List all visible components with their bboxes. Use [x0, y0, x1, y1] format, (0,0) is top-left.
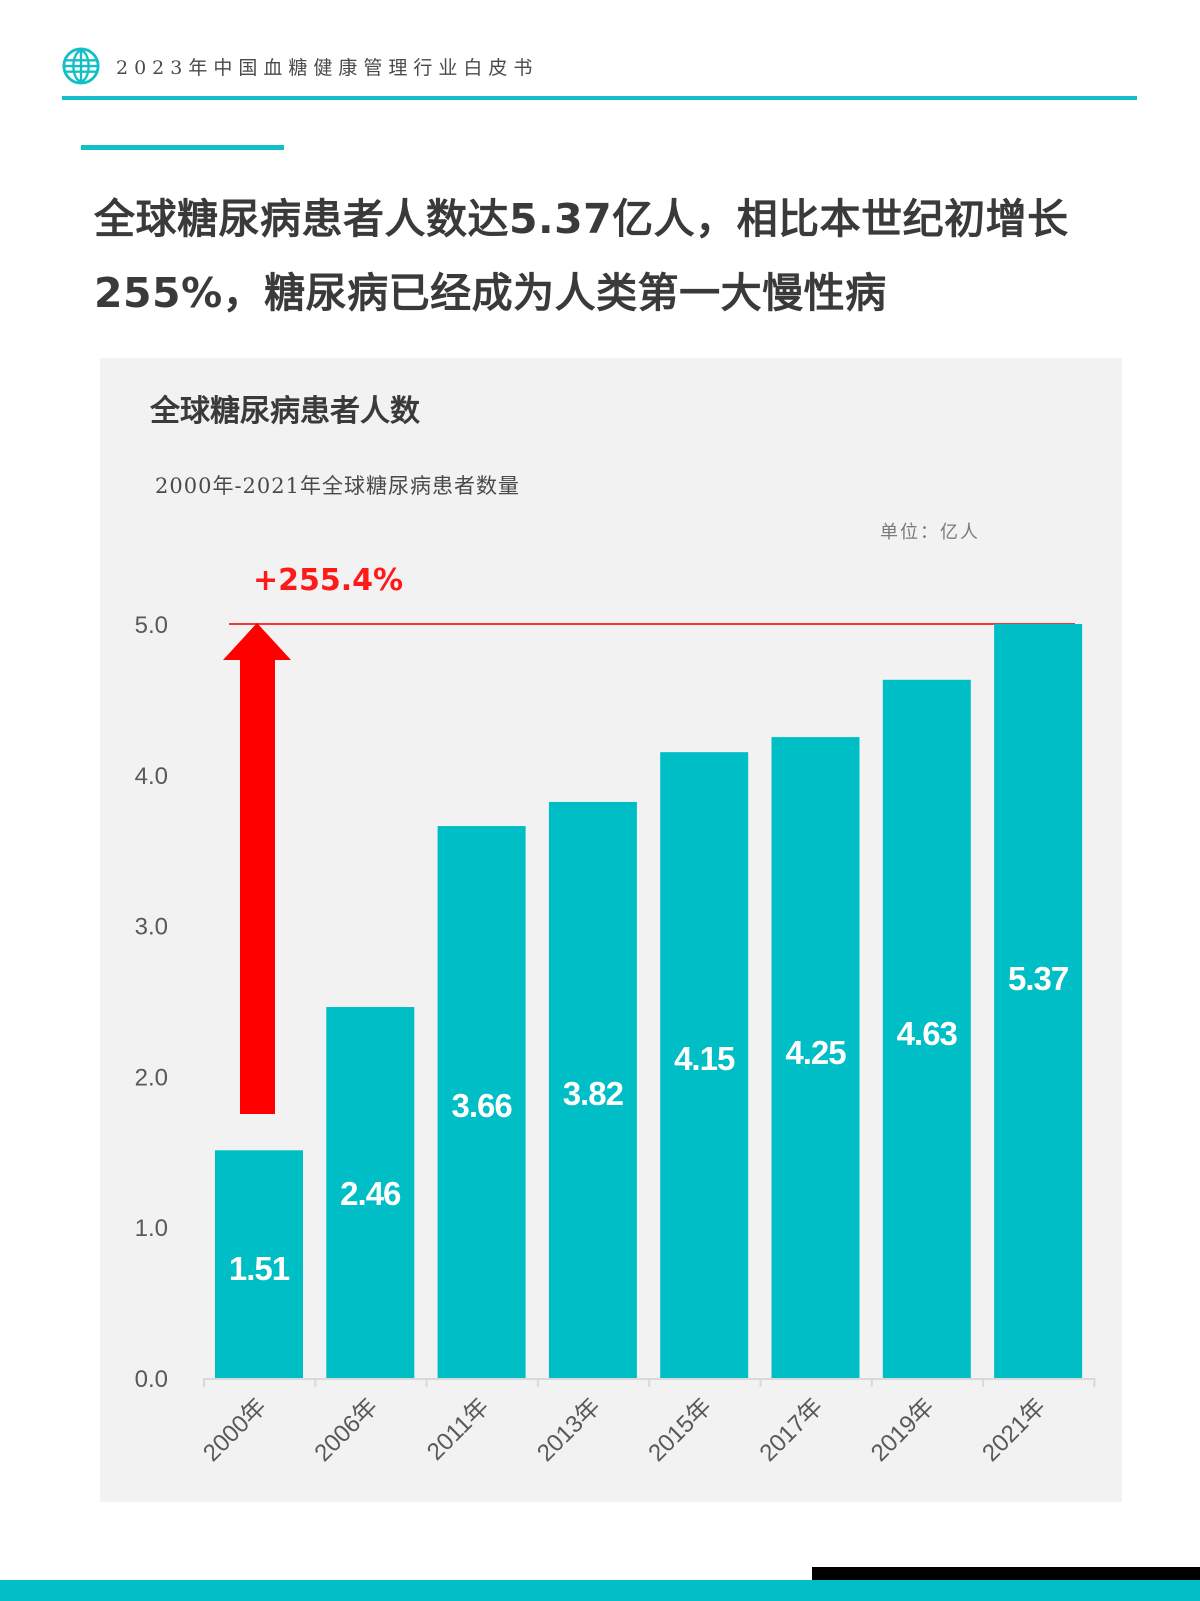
x-tick-label: 2013年: [532, 1393, 606, 1467]
chart-subtitle: 2000年-2021年全球糖尿病患者数量: [155, 474, 520, 498]
x-tick-label: 2006年: [309, 1393, 383, 1467]
bar-2013年: [548, 801, 637, 1378]
y-tick-label: 5.0: [135, 612, 168, 639]
bar-value-label: 3.66: [451, 1087, 512, 1124]
chart-title: 全球糖尿病患者人数: [150, 394, 420, 429]
unit-label: 单位：亿人: [880, 522, 980, 543]
bar-value-label: 5.37: [1008, 960, 1068, 997]
bar-2006年: [326, 1007, 415, 1378]
y-tick-label: 4.0: [135, 763, 168, 790]
y-tick-label: 1.0: [135, 1215, 168, 1242]
report-title: 2023年中国血糖健康管理行业白皮书: [116, 56, 539, 79]
bar-2017年: [771, 737, 860, 1378]
page-header: 2023年中国血糖健康管理行业白皮书: [62, 46, 538, 86]
bar-2019年: [882, 679, 971, 1378]
page-headline: 全球糖尿病患者人数达5.37亿人，相比本世纪初增长 255%，糖尿病已经成为人类…: [94, 182, 1174, 330]
bar-2011年: [437, 826, 526, 1378]
chart-panel: 全球糖尿病患者人数 2000年-2021年全球糖尿病患者数量 单位：亿人 +25…: [100, 358, 1122, 1502]
x-tick-label: 2015年: [643, 1393, 717, 1467]
bar-value-label: 3.82: [563, 1075, 624, 1112]
growth-annotation: +255.4%: [253, 563, 404, 598]
bar-value-label: 4.25: [785, 1034, 846, 1071]
x-tick-label: 2000年: [198, 1393, 272, 1467]
bar-2021年: [994, 624, 1083, 1378]
bar-chart: 0.0 1.0 2.0 3.0 4.0 5.0 1.51 2.46 3.66 3.82 4.15 4.…: [135, 612, 1096, 1467]
title-accent-bar: [81, 145, 284, 150]
growth-arrow-icon: [223, 623, 291, 1114]
y-tick-label: 0.0: [135, 1366, 168, 1393]
bar-value-label: 2.46: [340, 1175, 401, 1212]
y-tick-label: 3.0: [135, 914, 168, 941]
x-tick-label: 2021年: [977, 1393, 1051, 1467]
bar-value-label: 1.51: [229, 1250, 290, 1287]
headline-line-2: 255%，糖尿病已经成为人类第一大慢性病: [94, 269, 887, 317]
bar-value-label: 4.63: [897, 1015, 958, 1052]
x-tick-label: 2011年: [422, 1393, 495, 1466]
footer-accent-bar: [0, 1580, 1200, 1601]
bar-value-label: 4.15: [674, 1040, 735, 1077]
bar-2000年: [215, 1150, 303, 1378]
x-tick-label: 2019年: [866, 1393, 940, 1467]
x-tick-label: 2017年: [755, 1393, 829, 1467]
bar-2015年: [660, 752, 749, 1378]
header-divider: [62, 96, 1137, 100]
y-tick-label: 2.0: [135, 1064, 168, 1091]
globe-icon: [62, 47, 100, 85]
headline-line-1: 全球糖尿病患者人数达5.37亿人，相比本世纪初增长: [94, 195, 1069, 243]
